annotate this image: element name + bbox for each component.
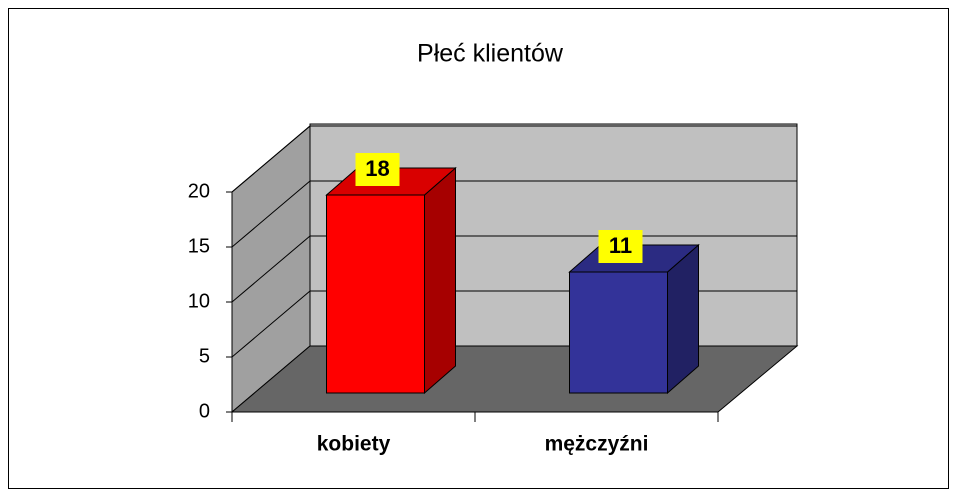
grid-line bbox=[231, 180, 311, 248]
value-label-box bbox=[355, 153, 400, 186]
bar bbox=[569, 271, 668, 394]
value-label: 11 bbox=[609, 233, 632, 258]
value-label: 18 bbox=[365, 156, 389, 181]
y-tick-label: 15 bbox=[188, 235, 210, 257]
y-tick-label: 5 bbox=[199, 345, 210, 367]
bar-side bbox=[424, 166, 456, 395]
value-label-box bbox=[598, 230, 643, 263]
bar bbox=[326, 194, 425, 394]
grid-line bbox=[231, 235, 311, 303]
grid-line bbox=[231, 290, 311, 358]
floor bbox=[230, 345, 799, 413]
x-tick-label: mężczyźni bbox=[545, 433, 649, 456]
y-tick-label: 0 bbox=[199, 400, 210, 422]
y-tick-label: 10 bbox=[188, 290, 210, 312]
x-tick-label: kobiety bbox=[317, 433, 391, 456]
chart-title: Płeć klientów bbox=[417, 40, 564, 68]
grid-line bbox=[231, 125, 311, 193]
y-tick-label: 20 bbox=[188, 180, 210, 202]
